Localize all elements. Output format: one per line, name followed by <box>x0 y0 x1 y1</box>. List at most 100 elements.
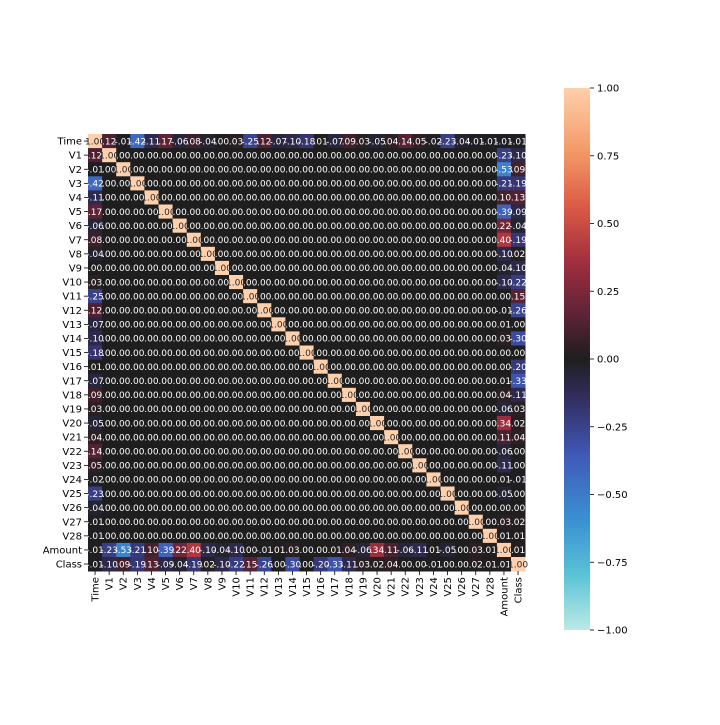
heatmap-cell-V4-V19 <box>355 190 371 205</box>
heatmap-cell-V21-V19 <box>355 430 371 445</box>
heatmap-cell-V4-V25 <box>440 190 455 205</box>
heatmap-cell-V1-V8 <box>200 148 216 163</box>
heatmap-annotation-V22-V7: .00 <box>187 447 202 457</box>
heatmap-annotation-V18-V1: .00 <box>102 391 117 401</box>
heatmap-cell-V7-V7 <box>186 232 202 248</box>
heatmap-cell-V18-V21 <box>384 387 399 403</box>
heatmap-annotation-V4-V19: .00 <box>356 194 371 204</box>
heatmap-cell-V19-V25 <box>440 401 455 417</box>
heatmap-annotation-V16-V13: .00 <box>271 363 286 373</box>
heatmap-cell-V7-V18 <box>341 232 357 248</box>
colorbar-tick-label: −0.50 <box>597 490 628 501</box>
heatmap-annotation-V16-V2: .00 <box>116 363 131 373</box>
heatmap-cell-V11-V6 <box>172 289 188 304</box>
heatmap-cell-V7-V22 <box>398 232 413 248</box>
heatmap-cell-V2-V18 <box>341 162 357 177</box>
heatmap-cell-V15-Time <box>88 345 103 360</box>
heatmap-cell-V11-Amount <box>496 289 512 304</box>
heatmap-annotation-V2-V8: .00 <box>201 165 216 175</box>
heatmap-annotation-V7-V8: .00 <box>201 236 216 246</box>
heatmap-annotation-V22-V26: .00 <box>454 447 469 457</box>
x-tick-label-V22: V22 <box>401 577 412 597</box>
heatmap-cell-V3-V3 <box>130 176 145 191</box>
heatmap-annotation-V18-V10: .00 <box>229 391 244 401</box>
heatmap-cell-V5-V9 <box>214 204 230 219</box>
heatmap-annotation-V24-V18: .00 <box>342 476 357 486</box>
heatmap-annotation-V2-V3: .00 <box>130 165 145 175</box>
heatmap-cell-V7-Amount <box>496 232 512 248</box>
heatmap-annotation-V24-V19: .00 <box>356 476 371 486</box>
heatmap-cell-V12-V12 <box>257 303 272 318</box>
heatmap-cell-V5-V1 <box>102 204 117 219</box>
heatmap-annotation-V26-V10: .00 <box>229 504 244 514</box>
heatmap-cell-V10-V28 <box>482 275 498 290</box>
heatmap-cell-V15-V3 <box>130 345 145 360</box>
heatmap-cell-V17-Amount <box>496 373 512 389</box>
heatmap-cell-V21-V1 <box>102 430 117 445</box>
heatmap-annotation-V4-V13: .00 <box>271 194 286 204</box>
heatmap-annotation-V13-V6: .00 <box>172 321 187 331</box>
heatmap-cell-V3-V1 <box>102 176 117 191</box>
heatmap-cell-V14-V7 <box>186 331 202 346</box>
heatmap-cell-V3-V18 <box>341 176 357 191</box>
heatmap-cell-V6-V27 <box>468 218 484 234</box>
heatmap-cell-V22-V5 <box>158 444 173 459</box>
heatmap-cell-V4-V7 <box>186 190 202 205</box>
heatmap-cell-V7-V4 <box>144 232 159 248</box>
heatmap-annotation-V22-V2: .00 <box>116 447 131 457</box>
heatmap-annotation-V12-Time: .12 <box>88 306 102 316</box>
heatmap-annotation-V15-V11: .00 <box>243 349 258 359</box>
heatmap-annotation-V4-V15: .00 <box>299 194 314 204</box>
heatmap-annotation-V1-V21: .00 <box>384 151 399 161</box>
heatmap-annotation-V10-V23: .00 <box>412 278 427 288</box>
heatmap-annotation-V2-V11: .00 <box>243 165 258 175</box>
y-tick-label-V9: V9 <box>69 263 82 274</box>
heatmap-cell-V7-V11 <box>243 232 258 248</box>
heatmap-annotation-V2-V10: .00 <box>229 165 244 175</box>
heatmap-annotation-V1-V15: .00 <box>299 151 314 161</box>
heatmap-annotation-V4-V8: .00 <box>201 194 216 204</box>
heatmap-cell-V5-V16 <box>313 204 329 219</box>
heatmap-annotation-V26-V4: .00 <box>144 504 159 514</box>
heatmap-cell-V2-V22 <box>398 162 413 177</box>
heatmap-annotation-V23-V18: .00 <box>342 462 357 472</box>
heatmap-annotation-V7-V12: .00 <box>257 236 272 246</box>
heatmap-annotation-V1-V12: .00 <box>257 151 272 161</box>
heatmap-cell-Time-V15 <box>299 134 314 149</box>
heatmap-annotation-V27-V1: .00 <box>102 518 117 528</box>
heatmap-annotation-V25-V18: .00 <box>342 490 357 500</box>
heatmap-cell-V9-V10 <box>229 260 244 276</box>
heatmap-cell-V13-V19 <box>355 317 371 332</box>
heatmap-cell-V9-V27 <box>468 260 484 276</box>
heatmap-cell-V18-V9 <box>214 387 230 403</box>
heatmap-cell-V17-V3 <box>130 373 145 389</box>
heatmap-annotation-V25-V27: .00 <box>469 490 484 500</box>
heatmap-annotation-V16-V17: .00 <box>328 363 343 373</box>
heatmap-cell-V4-V1 <box>102 190 117 205</box>
heatmap-annotation-V21-V18: .00 <box>342 433 357 443</box>
heatmap-cell-V18-V22 <box>398 387 413 403</box>
x-tick-label-V17: V17 <box>330 577 341 597</box>
heatmap-annotation-V23-V26: .00 <box>454 462 469 472</box>
heatmap-cell-V8-V27 <box>468 246 484 262</box>
heatmap-annotation-V3-V11: .00 <box>243 180 258 190</box>
y-tick-label-V21: V21 <box>62 433 82 444</box>
heatmap-annotation-V21-Amount: .11 <box>497 433 511 443</box>
heatmap-cell-V18-Time <box>88 387 103 403</box>
heatmap-cell-V14-V23 <box>412 331 427 346</box>
heatmap-annotation-V5-V19: .00 <box>356 208 371 218</box>
x-tick-label-V16: V16 <box>316 577 327 597</box>
heatmap-cell-V11-V2 <box>116 289 131 304</box>
heatmap-annotation-V15-V5: .00 <box>158 349 173 359</box>
heatmap-annotation-V5-Time: .17 <box>88 208 102 218</box>
heatmap-cell-V9-V2 <box>116 260 131 276</box>
heatmap-cell-V15-V18 <box>341 345 357 360</box>
heatmap-annotation-V3-V6: .00 <box>172 180 187 190</box>
heatmap-cell-V10-V15 <box>299 275 314 290</box>
heatmap-cell-V17-V4 <box>144 373 159 389</box>
heatmap-annotation-V3-V9: .00 <box>215 180 230 190</box>
heatmap-cell-V19-V10 <box>229 401 244 417</box>
x-tick-label-V9: V9 <box>217 577 228 590</box>
heatmap-annotation-V2-V19: .00 <box>356 165 371 175</box>
heatmap-cell-V5-Amount <box>496 204 512 219</box>
